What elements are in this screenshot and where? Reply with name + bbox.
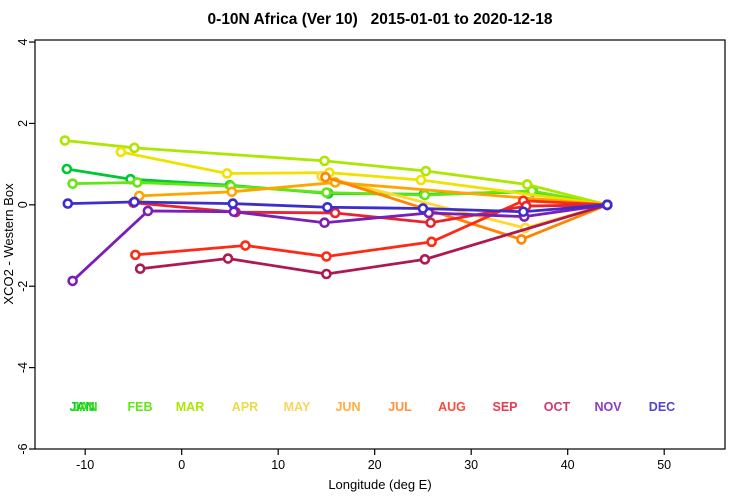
data-point-FEB	[67, 178, 78, 189]
data-point-FEB	[131, 177, 143, 188]
data-point-JUL	[320, 171, 331, 183]
data-point-JUN	[226, 186, 238, 198]
data-point-NOV	[142, 205, 154, 217]
data-point-OCT	[134, 263, 146, 275]
y-tick-label: -4	[16, 362, 30, 373]
legend-month-oct: OCT	[544, 400, 571, 414]
data-point-APR	[415, 174, 427, 186]
legend-month-jun: JUN	[335, 400, 360, 414]
data-point-NOV	[319, 217, 330, 229]
data-point-DEC	[62, 198, 74, 209]
legend-month-mar: MAR	[176, 400, 204, 414]
legend-month-may: MAY	[284, 400, 311, 414]
data-point-AUG	[130, 249, 141, 261]
series-line-AUG	[135, 199, 608, 258]
data-point-OCT	[419, 254, 431, 265]
data-point-SEP	[329, 207, 341, 219]
x-tick-label: 30	[464, 458, 478, 472]
series-line-MAR	[64, 139, 608, 207]
x-tick-label: 0	[178, 458, 185, 472]
data-point-JAN	[61, 163, 73, 175]
legend-month-apr: APR	[232, 400, 258, 414]
x-tick-label: -10	[76, 458, 94, 472]
data-point-NOV	[228, 206, 240, 218]
y-tick-label: 0	[16, 201, 30, 208]
data-point-DEC	[322, 201, 333, 213]
data-point-DEC	[227, 198, 239, 209]
legend-month-jul: JUL	[388, 400, 412, 414]
y-tick-label: -2	[16, 281, 30, 292]
legend-month-sep: SEP	[492, 400, 517, 414]
data-point-AUG	[321, 251, 332, 262]
data-point-DEC	[518, 206, 529, 218]
x-tick-label: 40	[561, 458, 575, 472]
data-point-NOV	[67, 275, 78, 287]
y-tick-label: 2	[16, 120, 30, 127]
data-point-APR	[221, 168, 233, 179]
data-point-AUG	[426, 236, 437, 248]
plot-series	[59, 135, 613, 287]
plot-border	[34, 39, 726, 450]
data-point-DEC	[417, 203, 429, 214]
data-point-MAR	[59, 135, 71, 146]
legend-month-nov: NOV	[594, 400, 622, 414]
data-point-MAR	[319, 155, 330, 167]
chart-title: 0-10N Africa (Ver 10) 2015-01-01 to 2020…	[208, 11, 553, 28]
data-point-OCT	[321, 268, 332, 280]
data-point-MAR	[129, 142, 140, 154]
y-axis-label: XCO2 - Western Box	[1, 183, 16, 305]
x-tick-label: 20	[368, 458, 382, 472]
legend-month-jan: JAN	[69, 400, 94, 414]
data-point-DEC	[601, 199, 613, 211]
series-line-JUN	[139, 181, 608, 207]
data-point-OCT	[222, 253, 234, 264]
x-axis-label: Longitude (deg E)	[328, 477, 431, 492]
data-point-MAR	[420, 165, 432, 177]
legend-month-jan: JAN	[72, 400, 97, 414]
data-point-APR	[115, 146, 127, 158]
legend-month-feb: FEB	[128, 400, 153, 414]
data-point-AUG	[240, 240, 251, 251]
data-point-JUL	[516, 234, 527, 245]
data-point-FEB	[321, 187, 332, 198]
data-point-SEP	[425, 217, 436, 229]
y-tick-label: 4	[16, 39, 30, 46]
data-point-DEC	[129, 196, 140, 208]
x-tick-label: 50	[657, 458, 671, 472]
x-tick-label: 10	[271, 458, 285, 472]
data-point-MAR	[521, 179, 533, 190]
legend-month-aug: AUG	[438, 400, 466, 414]
data-point-FEB	[419, 189, 431, 201]
y-tick-label: -6	[16, 443, 30, 454]
legend-month-dec: DEC	[649, 400, 675, 414]
